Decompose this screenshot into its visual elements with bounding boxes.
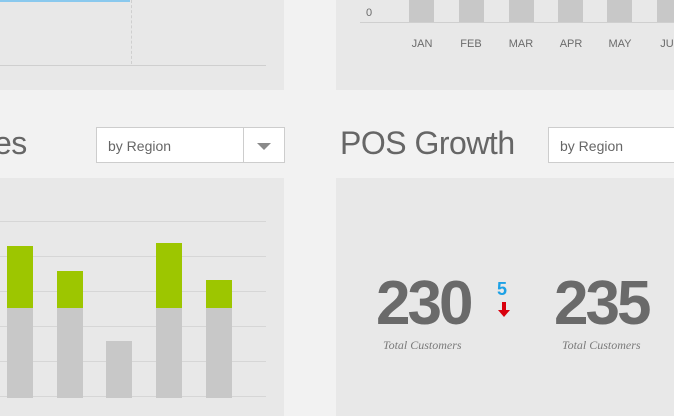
x-tick-label: MAY xyxy=(608,38,632,50)
bar-apr xyxy=(558,0,583,22)
bar-segment-base xyxy=(7,308,33,398)
x-tick-label: JU xyxy=(660,38,674,50)
delta-value: 5 xyxy=(497,279,508,299)
bar-segment-top xyxy=(206,280,232,308)
stat-value: 230 xyxy=(376,269,473,338)
region-select-right[interactable]: by Region xyxy=(548,127,674,163)
bar-segment-base xyxy=(106,341,132,398)
x-tick-label: MAR xyxy=(508,38,534,50)
dropdown-button[interactable] xyxy=(243,128,284,162)
gridline xyxy=(0,326,266,327)
chevron-down-icon xyxy=(257,143,271,150)
x-tick-label: FEB xyxy=(460,38,482,50)
bar-segment-top xyxy=(156,243,182,308)
dashed-marker xyxy=(131,0,132,64)
stat-caption: Total Customers xyxy=(562,338,641,352)
y-tick-label: 0 xyxy=(366,7,373,19)
section-title-left: es xyxy=(0,125,27,161)
bar-segment-base xyxy=(206,308,232,398)
gridline xyxy=(0,361,266,362)
stacked-bar-chart-card xyxy=(0,178,284,416)
stat-value: 235 xyxy=(554,269,651,338)
x-tick-label: APR xyxy=(559,38,583,50)
gridline xyxy=(0,291,266,292)
gridline xyxy=(0,221,266,222)
bar-segment-base xyxy=(57,308,83,398)
x-axis-line xyxy=(360,22,674,23)
bar-mar xyxy=(509,0,534,22)
gridline xyxy=(0,256,266,257)
top-left-chart-card xyxy=(0,0,284,90)
top-right-chart-card: 0 JAN FEB MAR APR MAY JU xyxy=(336,0,674,90)
region-select-left[interactable]: by Region xyxy=(96,127,285,163)
x-tick-label: JAN xyxy=(411,38,433,50)
pos-growth-card xyxy=(336,178,674,416)
bar-feb xyxy=(459,0,484,22)
bar-segment-top xyxy=(7,246,33,308)
bar-segment-top xyxy=(57,271,83,308)
bar-jan xyxy=(409,0,434,22)
gridline xyxy=(0,396,266,397)
select-value: by Region xyxy=(560,138,624,154)
select-value: by Region xyxy=(108,138,172,154)
x-axis-line xyxy=(0,65,266,66)
bar-segment-base xyxy=(156,308,182,398)
stat-caption: Total Customers xyxy=(383,338,462,352)
section-title-pos-growth: POS Growth xyxy=(340,125,515,161)
series-line xyxy=(0,0,130,2)
bar-jun xyxy=(657,0,674,22)
bar-may xyxy=(607,0,632,22)
arrow-down-icon xyxy=(498,302,510,317)
